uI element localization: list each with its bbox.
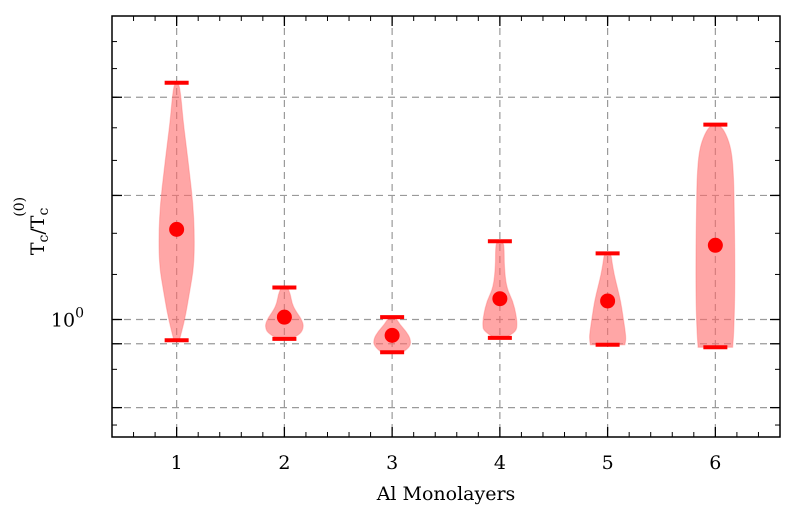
violin-mean-point [384,327,400,343]
x-tick-label: 1 [171,452,183,474]
violin-layer [158,80,736,355]
violin-mean-point [276,309,292,325]
x-tick-label: 5 [602,452,614,474]
violin-mean-point [169,221,185,237]
x-tick-label: 2 [278,452,290,474]
plot-frame [111,15,781,438]
violin-mean-point [600,293,616,309]
violin-body [695,124,736,348]
y-tick-label: 100 [51,306,84,332]
tick-layer: 1 2 3 4 5 6 100 [51,16,781,474]
x-tick-label: 3 [386,452,398,474]
x-tick-label: 4 [494,452,506,474]
grid-layer [112,16,780,437]
x-tick-label: 6 [709,452,721,474]
violin-body [482,240,518,339]
x-axis-title: Al Monolayers [376,483,516,505]
violin-mean-point [492,291,508,307]
violin-body [158,82,195,341]
y-axis-title: Tc/Tc(0) [12,197,52,255]
violin-mean-point [707,237,723,253]
label-layer: Al Monolayers Tc/Tc(0) [12,197,515,505]
